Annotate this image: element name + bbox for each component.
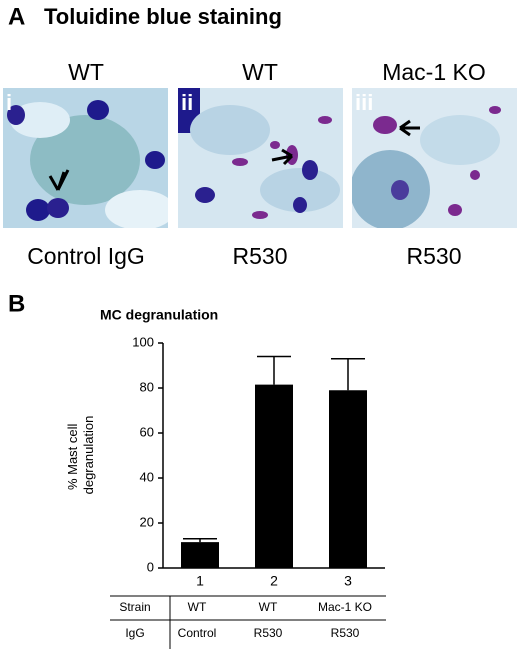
- y-tick-label: 40: [140, 469, 154, 484]
- y-axis-label-line: % Mast cell: [65, 423, 80, 490]
- image-bottom-label: Control IgG: [27, 243, 145, 269]
- bar: [329, 390, 367, 568]
- image-top-label: WT: [68, 59, 104, 85]
- bar: [181, 542, 219, 568]
- panel-title: Toluidine blue staining: [44, 4, 282, 29]
- image-roman: i: [6, 90, 12, 115]
- bar: [255, 384, 293, 568]
- table-cell: Control: [178, 626, 217, 640]
- micrograph: [178, 88, 343, 228]
- image-top-label: WT: [242, 59, 278, 85]
- y-tick-label: 0: [147, 559, 154, 574]
- image-bottom-label: R530: [407, 243, 462, 269]
- image-bottom-label: R530: [233, 243, 288, 269]
- micrograph: [352, 88, 517, 228]
- table-cell: WT: [188, 600, 207, 614]
- y-tick-label: 100: [132, 334, 154, 349]
- chart-title: MC degranulation: [100, 307, 218, 323]
- table-cell: R530: [331, 626, 360, 640]
- table-cell: Mac-1 KO: [318, 600, 372, 614]
- micrograph: [3, 88, 168, 228]
- table-row-header: Strain: [119, 600, 150, 614]
- y-tick-label: 80: [140, 379, 154, 394]
- y-axis-label-line: degranulation: [81, 416, 96, 495]
- y-tick-label: 20: [140, 514, 154, 529]
- panel-label: B: [8, 290, 25, 317]
- y-axis-label: % Mast cell degranulation: [65, 416, 96, 495]
- x-tick-label: 1: [196, 573, 204, 589]
- table-cell: WT: [259, 600, 278, 614]
- x-tick-label: 3: [344, 573, 352, 589]
- table-row-header: IgG: [125, 626, 144, 640]
- panel-label: A: [8, 3, 25, 30]
- image-roman: ii: [181, 90, 193, 115]
- x-tick-label: 2: [270, 573, 278, 589]
- table-cell: R530: [254, 626, 283, 640]
- image-top-label: Mac-1 KO: [382, 59, 486, 85]
- image-roman: iii: [355, 90, 373, 115]
- y-tick-label: 60: [140, 424, 154, 439]
